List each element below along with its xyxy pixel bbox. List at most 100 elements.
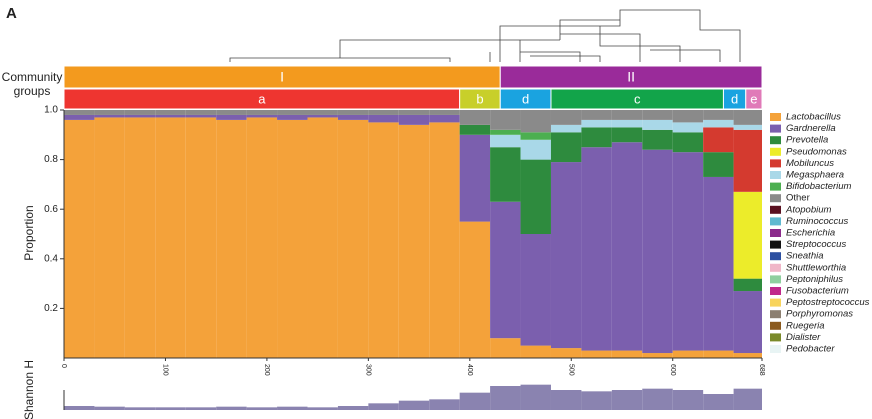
legend-label: Other xyxy=(786,193,810,204)
bar-segment xyxy=(398,110,430,115)
legend-swatch xyxy=(770,229,781,237)
legend-label: Bifidobacterium xyxy=(786,181,852,192)
bar-segment xyxy=(185,110,217,115)
bar-segment xyxy=(550,132,582,163)
shannon-bar xyxy=(307,407,338,410)
bar-segment xyxy=(642,110,673,120)
legend-label: Mobiluncus xyxy=(786,158,834,169)
bar-segment xyxy=(550,162,582,349)
bar-segment xyxy=(672,350,704,358)
bar-segment xyxy=(277,114,308,120)
bar-segment xyxy=(155,110,186,115)
bar-segment xyxy=(307,114,338,118)
bar-segment xyxy=(520,132,551,140)
bar-segment xyxy=(94,110,125,115)
bar-segment xyxy=(398,114,430,125)
bar-segment xyxy=(733,124,762,130)
legend-label: Ruegeria xyxy=(786,320,825,331)
bar-segment xyxy=(216,110,247,115)
bar-segment xyxy=(246,114,278,118)
bar-segment xyxy=(672,152,704,351)
bar-segment xyxy=(672,132,704,153)
bar-segment xyxy=(246,117,278,358)
bar-segment xyxy=(672,110,704,123)
legend-swatch xyxy=(770,310,781,319)
legend-swatch xyxy=(770,171,781,179)
legend-label: Fusobacterium xyxy=(786,286,849,297)
legend-swatch xyxy=(770,263,781,272)
legend-label: Sneathia xyxy=(786,251,824,262)
bar-segment xyxy=(490,338,521,358)
legend-swatch xyxy=(770,217,781,226)
shannon-bar xyxy=(459,392,491,410)
bar-segment xyxy=(520,110,551,133)
shannon-bar xyxy=(611,390,643,410)
legend-label: Megasphaera xyxy=(786,170,844,181)
bar-segment xyxy=(581,110,612,120)
legend-label: Gardnerella xyxy=(786,123,836,134)
bar-segment xyxy=(337,114,369,120)
bar-segment xyxy=(611,119,643,128)
bar-segment xyxy=(490,147,521,202)
y-tick-label: 0.4 xyxy=(44,253,58,264)
legend-label: Atopobium xyxy=(785,204,832,215)
y-tick-label: 0.2 xyxy=(44,303,58,314)
legend-label: Shuttleworthia xyxy=(786,262,846,273)
group-band xyxy=(499,65,763,89)
bar-segment xyxy=(550,348,582,358)
bar-segment xyxy=(246,110,278,115)
legend-label: Pedobacter xyxy=(786,344,835,355)
bar-segment xyxy=(124,117,156,358)
legend-label: Escherichia xyxy=(786,228,835,239)
shannon-bar xyxy=(155,407,186,410)
legend-swatch xyxy=(770,298,781,307)
legend-label: Peptoniphilus xyxy=(786,274,843,285)
bar-segment xyxy=(368,110,399,115)
shannon-bar xyxy=(672,390,704,410)
bar-segment xyxy=(581,350,612,358)
bar-segment xyxy=(337,110,369,115)
legend-label: Pseudomonas xyxy=(786,146,847,157)
bar-segment xyxy=(733,191,762,279)
bar-segment xyxy=(307,117,338,358)
legend-swatch xyxy=(770,113,781,121)
bar-segment xyxy=(490,129,521,135)
bar-segment xyxy=(337,119,369,358)
bar-segment xyxy=(459,110,491,125)
bar-segment xyxy=(611,350,643,358)
bar-segment xyxy=(520,234,551,346)
legend-label: Porphyromonas xyxy=(786,309,853,320)
shannon-bar xyxy=(520,384,551,410)
bar-segment xyxy=(520,139,551,160)
legend-swatch xyxy=(770,287,781,295)
shannon-bar xyxy=(368,403,399,410)
bar-segment xyxy=(216,119,247,358)
bar-segment xyxy=(733,353,762,358)
shannon-bar xyxy=(246,407,278,410)
bar-segment xyxy=(124,114,156,118)
bar-segment xyxy=(733,291,762,354)
bar-segment xyxy=(703,176,734,351)
bar-segment xyxy=(611,127,643,143)
legend-swatch xyxy=(770,321,781,330)
bar-segment xyxy=(155,117,186,358)
bar-segment xyxy=(368,114,399,123)
bar-segment xyxy=(64,110,95,115)
bar-segment xyxy=(64,114,95,120)
bar-segment xyxy=(733,129,762,192)
y-tick-label: 0.8 xyxy=(44,154,58,165)
shannon-bar xyxy=(185,407,217,410)
bar-segment xyxy=(733,110,762,125)
x-tick-label: 600 xyxy=(669,364,676,376)
bar-segment xyxy=(581,127,612,148)
legend-label: Prevotella xyxy=(786,135,828,146)
bar-segment xyxy=(185,114,217,118)
bar-segment xyxy=(611,142,643,351)
legend-swatch xyxy=(770,345,781,353)
bar-segment xyxy=(703,127,734,153)
legend-swatch xyxy=(770,159,781,168)
bar-segment xyxy=(672,122,704,133)
bar-segment xyxy=(94,114,125,118)
group-label: d xyxy=(522,91,529,106)
bar-segment xyxy=(550,124,582,133)
